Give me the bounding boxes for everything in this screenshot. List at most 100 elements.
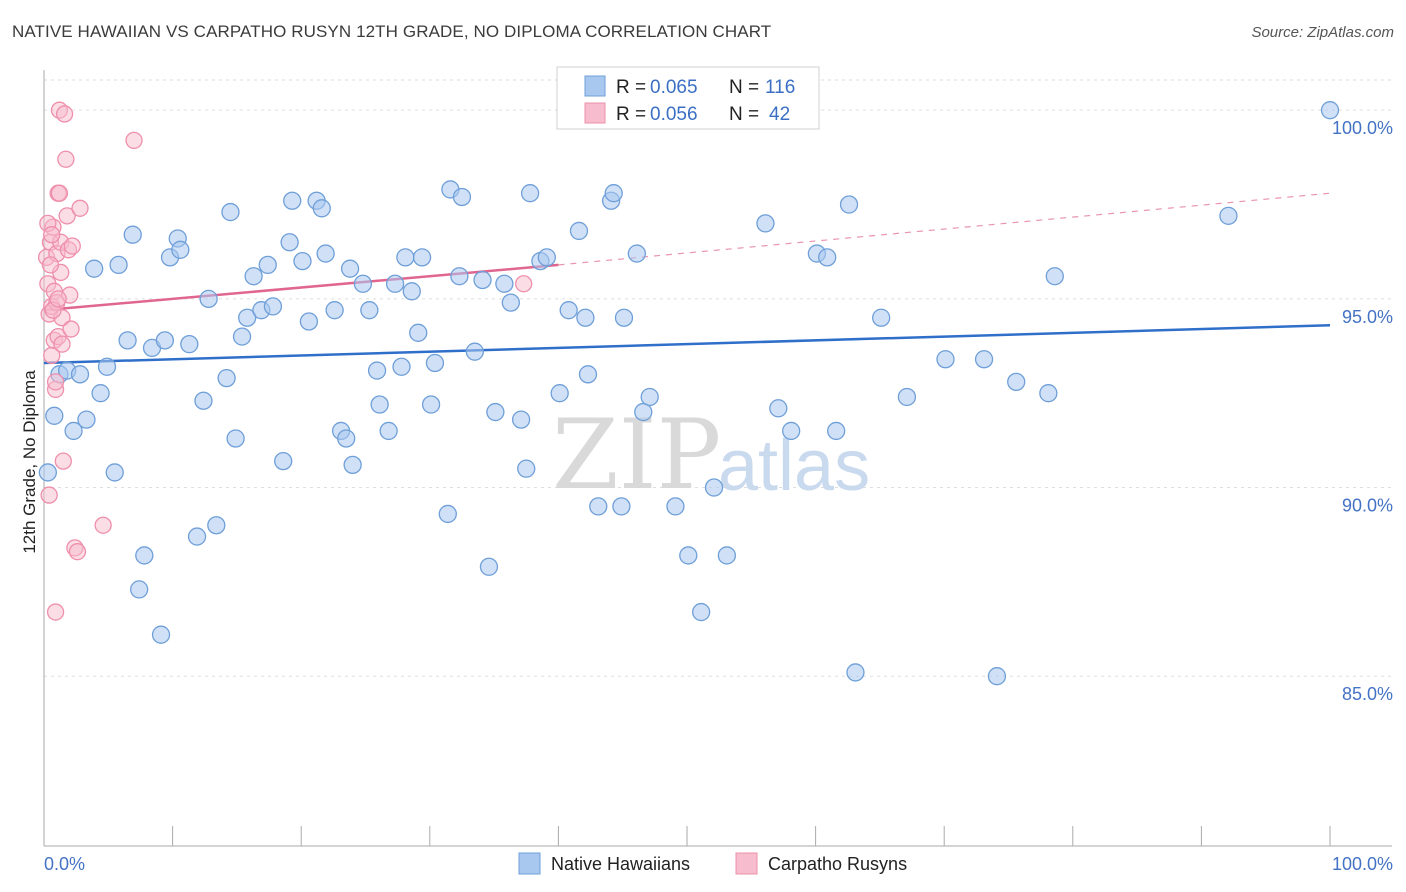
legend-r-label-2: R =	[616, 104, 646, 125]
legend-r-value-2: 0.056	[650, 104, 698, 125]
point-native-hawaiian	[38, 463, 58, 482]
point-native-hawaiian	[283, 191, 302, 210]
bottom-legend-label-2: Carpatho Rusyns	[768, 854, 907, 874]
point-native-hawaiian	[465, 342, 484, 361]
point-native-hawaiian	[385, 274, 405, 293]
bottom-legend-swatch-blue	[518, 852, 541, 875]
gridlines	[44, 79, 1392, 677]
point-carpatho-rusyn	[57, 150, 75, 168]
point-native-hawaiian	[627, 244, 646, 263]
point-native-hawaiian	[569, 221, 589, 241]
point-native-hawaiian	[589, 497, 608, 516]
point-native-hawaiian	[299, 312, 319, 331]
point-native-hawaiian	[135, 546, 154, 565]
point-native-hawaiian	[77, 410, 96, 429]
data-points	[37, 101, 1340, 686]
point-native-hawaiian	[340, 259, 360, 278]
point-native-hawaiian	[839, 195, 859, 214]
point-native-hawaiian	[221, 202, 240, 222]
point-native-hawaiian	[402, 282, 421, 301]
point-native-hawaiian	[379, 421, 398, 441]
point-native-hawaiian	[123, 225, 142, 244]
point-carpatho-rusyn	[58, 207, 76, 225]
point-native-hawaiian	[827, 421, 846, 441]
point-native-hawaiian	[45, 406, 64, 425]
point-native-hawaiian	[769, 399, 788, 418]
point-carpatho-rusyn	[49, 290, 67, 308]
point-native-hawaiian	[91, 384, 110, 403]
point-native-hawaiian	[105, 463, 124, 482]
trend-line-carpatho-rusyns-extension	[558, 192, 1331, 266]
point-native-hawaiian	[1045, 267, 1064, 286]
point-native-hawaiian	[634, 402, 653, 422]
x-tick-label: 100.0%	[1332, 854, 1393, 874]
point-native-hawaiian	[293, 251, 312, 271]
point-native-hawaiian	[343, 455, 362, 475]
point-native-hawaiian	[353, 274, 373, 293]
chart-title: NATIVE HAWAIIAN VS CARPATHO RUSYN 12TH G…	[12, 22, 772, 41]
point-native-hawaiian	[421, 395, 441, 414]
legend-box: R = 0.065 N = 116 R = 0.056 N = 42	[556, 66, 820, 130]
point-native-hawaiian	[486, 402, 505, 422]
point-native-hawaiian	[367, 361, 387, 380]
point-native-hawaiian	[473, 270, 492, 290]
point-native-hawaiian	[717, 546, 737, 565]
point-native-hawaiian	[872, 308, 891, 327]
point-native-hawaiian	[782, 421, 801, 441]
bottom-legend: Native Hawaiians Carpatho Rusyns	[518, 852, 907, 875]
legend-n-value-1: 116	[765, 77, 795, 98]
point-carpatho-rusyn	[94, 516, 112, 534]
point-native-hawaiian	[704, 478, 724, 497]
point-native-hawaiian	[520, 184, 540, 203]
point-native-hawaiian	[666, 497, 685, 516]
point-native-hawaiian	[199, 289, 218, 309]
point-native-hawaiian	[409, 323, 428, 342]
point-native-hawaiian	[450, 267, 469, 286]
point-native-hawaiian	[614, 308, 634, 327]
legend-n-label-2: N =	[729, 104, 759, 125]
point-native-hawaiian	[238, 308, 257, 327]
legend-r-value-1: 0.065	[650, 77, 698, 98]
point-native-hawaiian	[360, 301, 379, 320]
point-native-hawaiian	[392, 357, 411, 376]
point-native-hawaiian	[325, 301, 344, 320]
point-native-hawaiian	[337, 429, 356, 448]
point-carpatho-rusyn	[55, 105, 74, 123]
point-carpatho-rusyn	[515, 275, 533, 293]
point-native-hawaiian	[194, 391, 213, 410]
point-native-hawaiian	[1007, 372, 1026, 392]
point-carpatho-rusyn	[62, 320, 80, 338]
y-tick-label: 85.0%	[1342, 684, 1393, 704]
point-carpatho-rusyn	[71, 199, 89, 217]
point-native-hawaiian	[263, 297, 283, 316]
source-label: Source: ZipAtlas.com	[1251, 24, 1394, 41]
point-native-hawaiian	[604, 184, 623, 203]
point-native-hawaiian	[550, 384, 569, 403]
point-native-hawaiian	[412, 248, 432, 267]
point-native-hawaiian	[171, 240, 190, 259]
point-carpatho-rusyn	[46, 603, 65, 621]
legend-n-value-2: 42	[769, 104, 790, 125]
point-native-hawaiian	[226, 429, 245, 448]
bottom-legend-swatch-pink	[735, 852, 758, 875]
point-carpatho-rusyn	[43, 226, 61, 244]
point-native-hawaiian	[691, 602, 711, 622]
point-native-hawaiian	[936, 350, 955, 369]
point-native-hawaiian	[85, 259, 104, 278]
point-native-hawaiian	[180, 334, 199, 354]
point-native-hawaiian	[274, 451, 293, 471]
legend-n-label-1: N =	[729, 77, 759, 98]
y-tick-label: 100.0%	[1332, 118, 1393, 138]
point-native-hawaiian	[756, 214, 775, 233]
point-carpatho-rusyn	[53, 335, 71, 353]
point-native-hawaiian	[517, 459, 536, 478]
point-native-hawaiian	[578, 365, 598, 384]
point-native-hawaiian	[280, 233, 299, 252]
point-native-hawaiian	[1039, 384, 1058, 403]
point-native-hawaiian	[559, 301, 578, 320]
legend-r-label-1: R =	[616, 77, 646, 98]
point-native-hawaiian	[64, 421, 83, 441]
point-native-hawaiian	[396, 248, 415, 267]
point-carpatho-rusyn	[41, 256, 60, 274]
